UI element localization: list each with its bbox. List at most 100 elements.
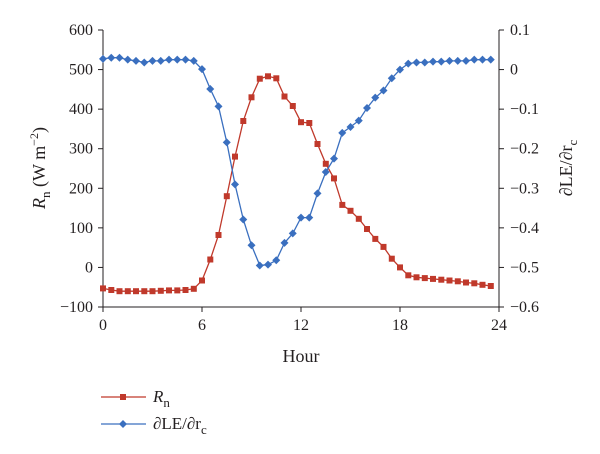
plot-series (99, 53, 495, 295)
data-point-dle (478, 55, 487, 64)
left-axis-title-close: ) (29, 127, 50, 133)
data-point-rn (405, 272, 412, 279)
data-point-rn (108, 287, 115, 293)
data-point-dle (470, 55, 479, 64)
data-point-dle (429, 57, 437, 66)
right-axis-title-main: ∂LE/∂r (556, 146, 576, 197)
data-point-dle (148, 56, 157, 65)
series-dle (99, 53, 495, 270)
data-point-rn (182, 287, 189, 293)
data-point-rn (207, 256, 214, 263)
data-point-rn (372, 235, 379, 242)
data-point-rn (331, 175, 337, 182)
data-point-dle (214, 102, 223, 111)
data-point-dle (272, 256, 281, 265)
right-tick-label: −0.5 (510, 259, 539, 276)
data-point-dle (486, 55, 495, 64)
x-tick-label: 6 (198, 317, 206, 334)
data-point-dle (99, 54, 107, 63)
data-point-rn (322, 160, 329, 167)
right-axis-title-sub: c (565, 140, 580, 146)
data-point-rn (240, 118, 247, 124)
data-point-rn (438, 276, 445, 283)
left-tick-label: 200 (69, 180, 93, 197)
data-point-dle (247, 241, 256, 250)
data-point-dle (420, 58, 429, 67)
data-point-rn (289, 103, 296, 109)
legend-entry-rn: Rn (101, 387, 170, 410)
data-point-dle (371, 93, 380, 102)
legend-label-rn: Rn (152, 387, 170, 410)
data-point-rn (157, 287, 164, 294)
data-point-rn (116, 288, 123, 295)
data-point-rn (314, 141, 321, 147)
data-point-rn (199, 277, 205, 284)
data-point-rn (479, 281, 486, 288)
left-tick-label: 500 (69, 62, 93, 79)
data-point-rn (347, 207, 354, 214)
data-point-dle (445, 56, 454, 65)
right-tick-label: −0.4 (510, 220, 539, 237)
data-point-dle (140, 58, 149, 67)
data-point-dle (107, 53, 116, 62)
series-line-rn (102, 75, 491, 292)
data-point-rn (190, 285, 197, 292)
data-point-dle (115, 53, 124, 62)
data-point-rn (100, 285, 106, 292)
data-point-rn (454, 278, 461, 285)
right-axis-title: ∂LE/∂rc (556, 140, 580, 197)
legend: Rn ∂LE/∂rc (101, 387, 207, 437)
data-point-rn (380, 243, 387, 250)
data-point-rn (306, 120, 313, 126)
data-point-dle (363, 103, 371, 112)
data-point-rn (421, 275, 428, 282)
legend-marker-dle (119, 420, 127, 428)
data-point-rn (223, 193, 230, 200)
data-point-dle (288, 229, 297, 238)
data-point-dle (189, 56, 198, 65)
data-point-dle (231, 180, 239, 189)
data-point-rn (248, 94, 255, 101)
data-point-dle (313, 189, 322, 198)
data-point-dle (305, 213, 314, 222)
data-point-dle (198, 65, 206, 74)
x-tick-label: 12 (293, 317, 309, 334)
data-point-rn (232, 153, 238, 160)
x-axis-title: Hour (283, 346, 320, 366)
data-point-dle (165, 55, 173, 64)
right-tick-label: −0.1 (510, 101, 539, 118)
data-point-rn (298, 119, 304, 126)
left-tick-label: −100 (60, 299, 93, 316)
data-point-dle (354, 116, 363, 125)
data-point-rn (273, 75, 280, 82)
data-point-dle (396, 65, 404, 74)
series-line-dle (102, 57, 491, 267)
ticks (98, 29, 504, 312)
data-point-rn (141, 288, 148, 295)
data-point-rn (174, 287, 181, 294)
legend-label-dle: ∂LE/∂rc (153, 414, 207, 437)
data-point-dle (330, 154, 338, 163)
data-point-rn (471, 280, 478, 287)
legend-entry-dle: ∂LE/∂rc (101, 414, 207, 437)
data-point-dle (123, 55, 132, 64)
left-axis-title-rest: (W m (29, 146, 50, 192)
x-tick-label: 18 (392, 317, 408, 334)
data-point-dle (404, 59, 413, 68)
data-point-rn (124, 288, 131, 295)
data-point-rn (215, 232, 222, 238)
x-tick-label: 24 (491, 317, 507, 334)
data-point-rn (446, 277, 453, 284)
data-point-dle (346, 122, 355, 131)
series-rn (100, 73, 494, 295)
right-tick-label: −0.3 (510, 180, 539, 197)
data-point-dle (156, 56, 165, 65)
data-point-rn (256, 75, 263, 82)
data-point-rn (413, 274, 420, 281)
data-point-dle (222, 138, 231, 147)
data-point-dle (338, 128, 347, 137)
left-axis-title: Rn (W m−2) (27, 127, 53, 210)
data-point-rn (265, 73, 271, 80)
